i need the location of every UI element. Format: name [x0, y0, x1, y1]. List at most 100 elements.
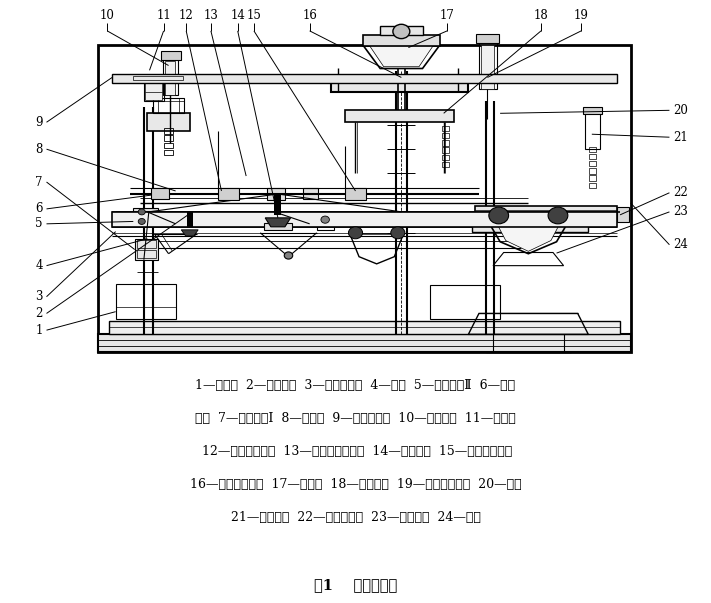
- Bar: [144, 77, 164, 101]
- Bar: [137, 240, 156, 248]
- Bar: [109, 321, 620, 334]
- Polygon shape: [265, 218, 291, 227]
- Bar: [267, 188, 285, 200]
- Circle shape: [138, 209, 145, 215]
- Bar: [145, 78, 162, 100]
- Bar: [472, 219, 588, 232]
- Bar: [345, 188, 366, 200]
- Text: 6: 6: [36, 203, 43, 215]
- Bar: [151, 188, 169, 199]
- Bar: [589, 168, 596, 174]
- Bar: [98, 45, 631, 352]
- Text: 10: 10: [100, 10, 114, 22]
- Bar: [164, 136, 173, 140]
- Bar: [481, 45, 494, 89]
- Text: 13: 13: [203, 10, 218, 22]
- Bar: [165, 61, 175, 95]
- Bar: [147, 113, 190, 131]
- Text: 1—砝码盒  2—副杆支点  3—副杆限位板  4—副杆  5—接近开关Ⅱ  6—副杆: 1—砝码盒 2—副杆支点 3—副杆限位板 4—副杆 5—接近开关Ⅱ 6—副杆: [196, 379, 515, 392]
- Bar: [442, 140, 449, 145]
- Bar: [363, 35, 440, 46]
- Text: 15: 15: [247, 10, 262, 22]
- Bar: [134, 239, 158, 260]
- Bar: [589, 183, 596, 188]
- Bar: [616, 206, 629, 222]
- Bar: [187, 212, 193, 227]
- Text: 2: 2: [36, 307, 43, 320]
- Text: 22: 22: [673, 186, 688, 199]
- Bar: [163, 58, 178, 95]
- Bar: [137, 250, 156, 258]
- Polygon shape: [181, 230, 198, 236]
- Text: 12—悬量修正游砣  13—电磁振动给料机  14—主杆支承  15—称量设置游砣: 12—悬量修正游砣 13—电磁振动给料机 14—主杆支承 15—称量设置游砣: [198, 445, 513, 458]
- Bar: [274, 194, 282, 215]
- Text: 18: 18: [534, 10, 548, 22]
- Text: 4: 4: [36, 259, 43, 272]
- Text: 11: 11: [156, 10, 171, 22]
- Bar: [161, 51, 181, 60]
- Bar: [218, 188, 239, 200]
- Circle shape: [391, 227, 405, 239]
- Circle shape: [138, 218, 145, 224]
- Bar: [331, 75, 469, 92]
- Text: 16: 16: [302, 10, 317, 22]
- Bar: [476, 34, 499, 43]
- Circle shape: [548, 207, 568, 224]
- Text: 19: 19: [574, 10, 589, 22]
- Bar: [583, 107, 602, 115]
- Bar: [98, 334, 631, 352]
- Bar: [133, 207, 158, 216]
- Text: 7: 7: [36, 175, 43, 189]
- Bar: [584, 113, 600, 149]
- Circle shape: [489, 207, 508, 224]
- Bar: [589, 175, 596, 181]
- Circle shape: [393, 24, 410, 39]
- Bar: [133, 217, 158, 226]
- Circle shape: [348, 227, 363, 239]
- Text: 14: 14: [230, 10, 245, 22]
- Bar: [589, 154, 596, 159]
- Circle shape: [321, 216, 329, 223]
- Bar: [479, 42, 496, 89]
- Text: 图1    计量机结构: 图1 计量机结构: [314, 578, 397, 592]
- Bar: [133, 75, 183, 80]
- Bar: [164, 128, 173, 134]
- Bar: [476, 206, 616, 218]
- Bar: [303, 188, 318, 199]
- Text: 17: 17: [440, 10, 454, 22]
- Bar: [164, 142, 173, 148]
- Bar: [442, 133, 449, 139]
- Polygon shape: [494, 219, 562, 251]
- Bar: [345, 110, 454, 122]
- Text: 20: 20: [673, 104, 688, 117]
- Bar: [153, 98, 184, 113]
- Text: 9: 9: [36, 116, 43, 129]
- Bar: [112, 75, 616, 83]
- Bar: [442, 147, 449, 153]
- Text: 游砣  7—接近开关Ⅰ  8—主秤杆  9—主杆限位架  10—压杆气缸  11—电磁阀: 游砣 7—接近开关Ⅰ 8—主秤杆 9—主杆限位架 10—压杆气缸 11—电磁阀: [195, 412, 516, 425]
- Bar: [429, 285, 500, 320]
- Polygon shape: [370, 46, 433, 67]
- Bar: [316, 212, 334, 230]
- Bar: [116, 283, 176, 320]
- Text: 24: 24: [673, 238, 688, 251]
- Bar: [442, 162, 449, 167]
- Text: 16—料斗升降机构  17—进料斗  18—活动料斗  19—给料活门气缸  20—秤斗: 16—料斗升降机构 17—进料斗 18—活动料斗 19—给料活门气缸 20—秤斗: [190, 478, 521, 491]
- Bar: [442, 154, 449, 160]
- Bar: [589, 161, 596, 166]
- Text: 1: 1: [36, 324, 43, 336]
- Bar: [380, 26, 422, 35]
- Text: 3: 3: [36, 290, 43, 303]
- Text: 23: 23: [673, 206, 688, 218]
- Text: 21—秤斗配重  22—卸料门气缸  23—卸料活门  24—机架: 21—秤斗配重 22—卸料门气缸 23—卸料活门 24—机架: [230, 511, 481, 523]
- Text: 5: 5: [36, 217, 43, 230]
- Bar: [589, 147, 596, 152]
- Bar: [442, 126, 449, 131]
- Text: 8: 8: [36, 143, 43, 156]
- Circle shape: [284, 252, 293, 259]
- Text: 12: 12: [179, 10, 193, 22]
- Text: 21: 21: [673, 131, 688, 144]
- Bar: [164, 150, 173, 155]
- Bar: [112, 212, 616, 227]
- Bar: [264, 223, 292, 230]
